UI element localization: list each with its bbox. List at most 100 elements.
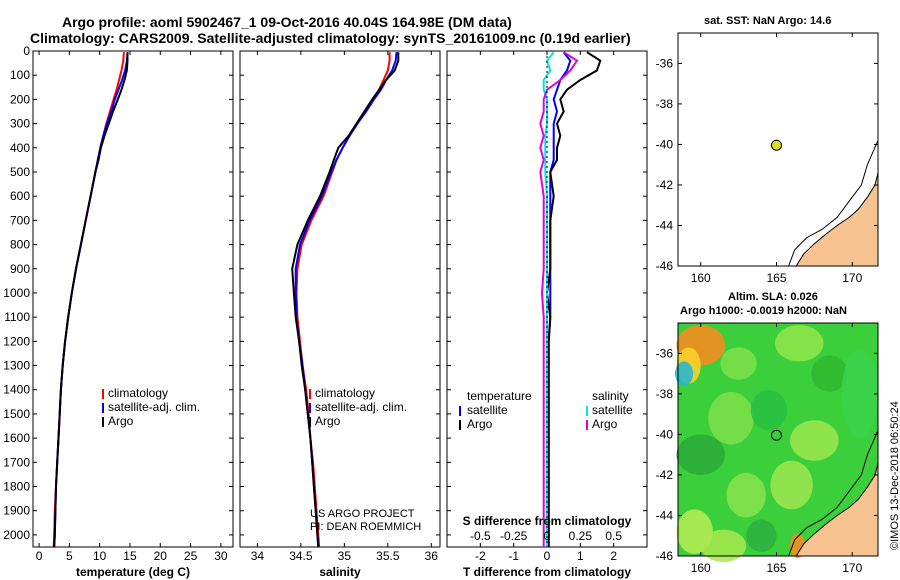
map-lon-label: 165 (766, 271, 786, 285)
sla-anomaly (770, 460, 813, 510)
x-tick-label-salinity: 34.5 (289, 549, 313, 563)
x-tick-label-difference: 0 (544, 549, 551, 563)
x-tick-label-temperature: 25 (184, 549, 198, 563)
map-lat-label: -40 (656, 137, 674, 151)
sla-anomaly (708, 391, 754, 445)
sst-map-title: sat. SST: NaN Argo: 14.6 (704, 15, 832, 27)
x-tick-label-temperature: 10 (93, 549, 107, 563)
x-axis-label-salinity: salinity (319, 565, 361, 579)
map-lat-label: -42 (656, 178, 674, 192)
argo-profile-location (770, 429, 782, 441)
map-lon-label: 160 (691, 561, 711, 575)
x-axis-label-difference: T difference from climatology (463, 565, 631, 579)
s-axis-label: S difference from climatology (463, 514, 632, 528)
x-tick-label-salinity: 35 (338, 549, 352, 563)
map-lon-label: 160 (691, 271, 711, 285)
y-tick-label: 1000 (3, 286, 30, 300)
map-lat-label: -44 (656, 508, 674, 522)
x-tick-label-salinity: 34 (251, 549, 265, 563)
sla-anomaly (841, 349, 878, 439)
map-lat-label: -44 (656, 218, 674, 232)
s-tick-label: 0.5 (605, 529, 622, 543)
project-annotation: US ARGO PROJECT (310, 508, 415, 520)
imos-credit: ©IMOS 13-Dec-2018 06:50:24 (889, 401, 900, 550)
sla-anomaly (774, 325, 824, 362)
map-lat-label: -46 (656, 259, 674, 273)
map-lat-label: -38 (656, 97, 674, 111)
sla-anomaly (674, 361, 694, 386)
map-lon-label: 165 (766, 561, 786, 575)
x-tick-label-temperature: 0 (36, 549, 43, 563)
legend-label-salinity: Argo (315, 414, 341, 428)
y-tick-label: 1900 (3, 504, 30, 518)
y-tick-label: 1500 (3, 407, 30, 421)
x-tick-label-difference: 1 (577, 549, 584, 563)
sla-anomaly (676, 434, 725, 475)
plot-title-line1: Argo profile: aoml 5902467_1 09-Oct-2016… (62, 14, 512, 30)
bathymetry-contour (788, 430, 879, 557)
sla-anomaly (790, 420, 839, 461)
series-line-salinity (291, 52, 400, 548)
y-tick-label: 1400 (3, 383, 30, 397)
sla-anomaly (746, 519, 777, 552)
legend-label-temperature: climatology (108, 386, 168, 400)
map-frame-sla (677, 322, 879, 557)
y-tick-label: 900 (10, 262, 30, 276)
y-tick-label: 1300 (3, 359, 30, 373)
x-tick-label-difference: -2 (475, 549, 486, 563)
legend-title-temperature: temperature (467, 389, 532, 403)
series-line-difference (545, 51, 602, 547)
y-tick-label: 1200 (3, 334, 30, 348)
x-tick-label-salinity: 35.5 (376, 549, 400, 563)
y-tick-label: 800 (10, 238, 30, 252)
series-line-difference (539, 51, 579, 547)
legend-label-diff-right: Argo (592, 417, 618, 431)
series-line-temperature (53, 52, 129, 548)
y-tick-label: 1600 (3, 431, 30, 445)
s-tick-label: 0.25 (569, 529, 593, 543)
y-tick-label: 100 (10, 68, 30, 82)
y-tick-label: 500 (10, 165, 30, 179)
y-tick-label: 2000 (3, 528, 30, 542)
x-tick-label-temperature: 20 (154, 549, 168, 563)
panel-frame-temperature (32, 50, 234, 548)
map-lon-label: 170 (842, 271, 862, 285)
map-lat-label: -42 (656, 468, 674, 482)
x-tick-label-temperature: 30 (214, 549, 228, 563)
sla-anomaly (811, 355, 848, 392)
map-lat-label: -46 (656, 549, 674, 563)
plot-title-line2: Climatology: CARS2009. Satellite-adjuste… (30, 30, 631, 46)
legend-label-diff-left: Argo (467, 417, 493, 431)
x-tick-label-temperature: 5 (66, 549, 73, 563)
sla-anomaly (700, 529, 747, 563)
y-tick-label: 300 (10, 117, 30, 131)
legend-label-diff-left: satellite (467, 403, 508, 417)
y-tick-label: 700 (10, 213, 30, 227)
y-tick-label: 1100 (4, 310, 30, 324)
legend-label-temperature: satellite-adj. clim. (108, 400, 200, 414)
x-tick-label-temperature: 15 (123, 549, 137, 563)
y-tick-label: 200 (10, 92, 30, 106)
s-tick-label: 0 (544, 529, 551, 543)
x-tick-label-difference: 2 (610, 549, 617, 563)
legend-label-diff-right: satellite (592, 403, 633, 417)
map-lat-label: -36 (656, 56, 674, 70)
panel-frame-salinity (239, 50, 441, 548)
legend-label-salinity: satellite-adj. clim. (315, 400, 407, 414)
x-tick-label-salinity: 36 (425, 549, 439, 563)
sla-map-title-line1: Altim. SLA: 0.026 (728, 291, 818, 303)
y-tick-label: 0 (23, 44, 30, 58)
sla-anomaly (720, 347, 757, 380)
y-tick-label: 600 (10, 189, 30, 203)
sla-map-title-line2: Argo h1000: -0.0019 h2000: NaN (680, 305, 847, 317)
y-tick-label: 400 (10, 141, 30, 155)
x-axis-label-temperature: temperature (deg C) (76, 565, 190, 579)
map-frame-sst (677, 32, 879, 267)
s-tick-label: -0.25 (500, 529, 528, 543)
y-tick-label: 1700 (3, 455, 30, 469)
sla-anomaly (726, 472, 766, 518)
project-annotation: PI: DEAN ROEMMICH (310, 521, 421, 533)
map-lat-label: -40 (656, 427, 674, 441)
map-lon-label: 170 (842, 561, 862, 575)
legend-label-salinity: climatology (315, 386, 375, 400)
